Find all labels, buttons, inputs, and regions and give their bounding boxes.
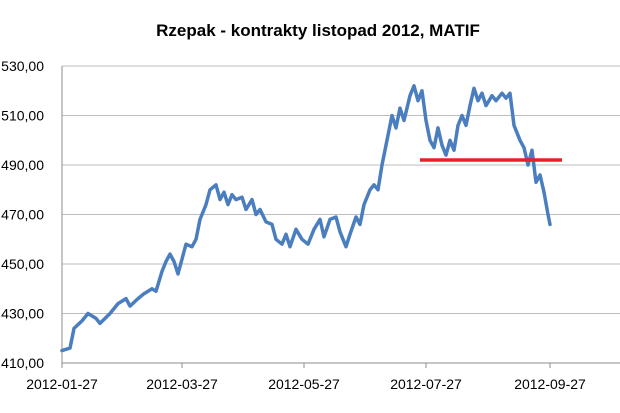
chart-title: Rzepak - kontrakty listopad 2012, MATIF (156, 21, 480, 40)
axes (61, 66, 620, 364)
series-layer (60, 84, 552, 353)
y-tick-label: 450,00 (1, 256, 44, 272)
x-tick-label: 2012-03-27 (146, 376, 218, 392)
y-axis-ticks: 410,00 430,00 450,00 470,00 490,00 510,00 530,… (1, 58, 44, 371)
grid-lines (62, 65, 620, 364)
x-tick-label: 2012-09-27 (514, 376, 586, 392)
series-line-0 (60, 84, 552, 353)
y-tick-label: 430,00 (1, 306, 44, 322)
x-tick-label: 2012-07-27 (390, 376, 462, 392)
y-tick-label: 470,00 (1, 207, 44, 223)
y-tick-label: 510,00 (1, 108, 44, 124)
x-tick-label: 2012-01-27 (26, 376, 98, 392)
x-tick-label: 2012-05-27 (268, 376, 340, 392)
y-tick-label: 530,00 (1, 58, 44, 74)
x-axis-ticks: 2012-01-27 2012-03-27 2012-05-27 2012-07-27… (26, 363, 586, 392)
y-tick-label: 490,00 (1, 157, 44, 173)
y-tick-label: 410,00 (1, 355, 44, 371)
